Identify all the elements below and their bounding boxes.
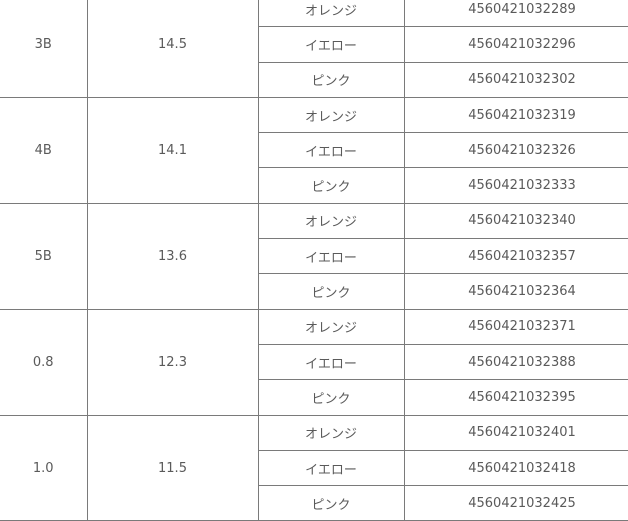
color-cell: ピンク — [257, 167, 405, 204]
table-row: ピンク 4560421032333 — [0, 167, 628, 204]
jan-code-cell: 4560421032326 — [403, 132, 628, 169]
table-row: 4B 14.1 オレンジ 4560421032319 — [0, 96, 628, 204]
table-row: 0.8 12.3 オレンジ 4560421032371 — [0, 308, 628, 416]
color-cell: イエロー — [257, 449, 405, 487]
jan-code-cell: 4560421032289 — [403, 0, 628, 28]
jan-code-cell: 4560421032425 — [403, 485, 628, 521]
jan-code-cell: 4560421032302 — [403, 61, 628, 98]
jan-code-cell: 4560421032319 — [403, 96, 628, 134]
size-cell: 1.0 — [0, 414, 88, 521]
color-cell: ピンク — [257, 273, 405, 310]
table-row: ピンク 4560421032425 — [0, 485, 628, 521]
jan-code-cell: 4560421032401 — [403, 414, 628, 451]
color-cell: イエロー — [257, 343, 405, 381]
table-row: イエロー 4560421032418 — [0, 449, 628, 487]
size-cell: 3B — [0, 0, 88, 98]
color-cell: オレンジ — [257, 96, 405, 134]
table-row: ピンク 4560421032364 — [0, 273, 628, 310]
jan-code-cell: 4560421032418 — [403, 449, 628, 487]
color-cell: オレンジ — [257, 414, 405, 451]
jan-code-cell: 4560421032357 — [403, 238, 628, 275]
value-cell: 14.1 — [86, 96, 259, 204]
size-cell: 5B — [0, 202, 88, 310]
jan-code-cell: 4560421032395 — [403, 379, 628, 416]
color-cell: ピンク — [257, 61, 405, 98]
jan-code-cell: 4560421032333 — [403, 167, 628, 204]
color-cell: ピンク — [257, 379, 405, 416]
jan-code-cell: 4560421032296 — [403, 26, 628, 63]
value-cell: 14.5 — [86, 0, 259, 98]
jan-code-cell: 4560421032364 — [403, 273, 628, 310]
jan-code-cell: 4560421032371 — [403, 308, 628, 345]
table-row: 5B 13.6 オレンジ 4560421032340 — [0, 202, 628, 310]
value-cell: 12.3 — [86, 308, 259, 416]
table-row: イエロー 4560421032296 — [0, 26, 628, 63]
table-row: イエロー 4560421032388 — [0, 343, 628, 381]
color-cell: オレンジ — [257, 308, 405, 345]
table-row: 1.0 11.5 オレンジ 4560421032401 — [0, 414, 628, 521]
value-cell: 11.5 — [86, 414, 259, 521]
color-cell: イエロー — [257, 132, 405, 169]
color-cell: オレンジ — [257, 0, 405, 28]
size-cell: 0.8 — [0, 308, 88, 416]
color-cell: ピンク — [257, 485, 405, 521]
value-cell: 13.6 — [86, 202, 259, 310]
jan-code-cell: 4560421032340 — [403, 202, 628, 240]
color-cell: オレンジ — [257, 202, 405, 240]
table-row: ピンク 4560421032395 — [0, 379, 628, 416]
jan-code-cell: 4560421032388 — [403, 343, 628, 381]
table-row: イエロー 4560421032357 — [0, 238, 628, 275]
table-row: イエロー 4560421032326 — [0, 132, 628, 169]
color-cell: イエロー — [257, 238, 405, 275]
size-cell: 4B — [0, 96, 88, 204]
table-row: 3B 14.5 オレンジ 4560421032289 — [0, 0, 628, 98]
color-cell: イエロー — [257, 26, 405, 63]
